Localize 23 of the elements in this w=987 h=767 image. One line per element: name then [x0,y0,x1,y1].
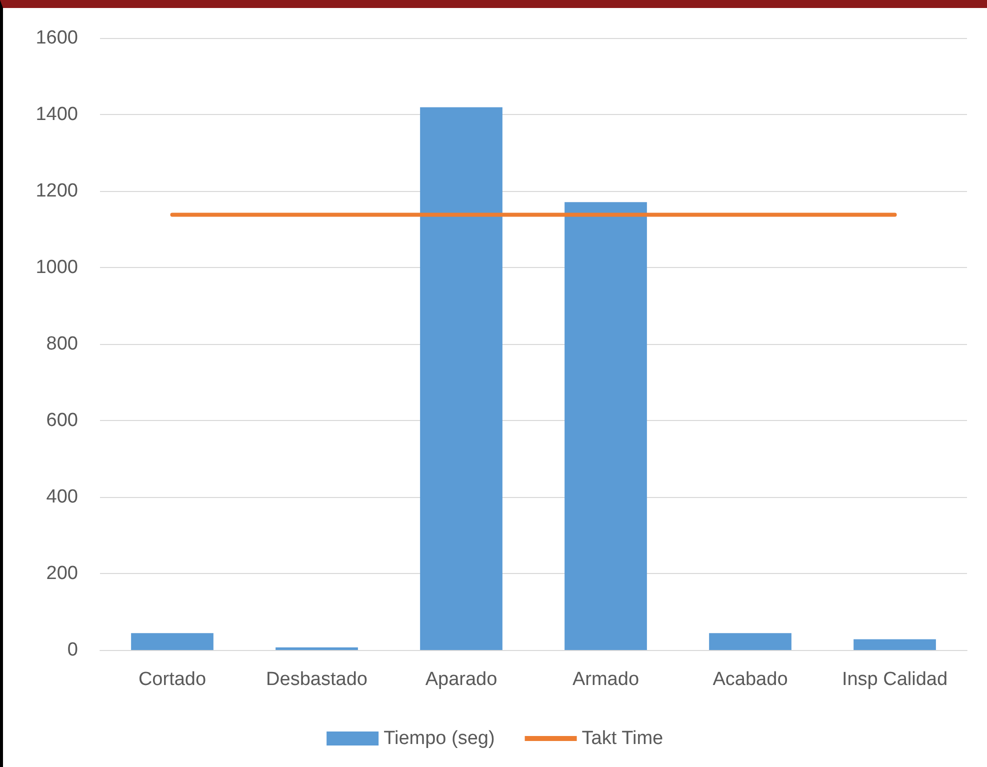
bar [131,633,214,650]
y-tick-label: 800 [46,334,78,354]
bar [276,647,358,650]
x-tick-label: Cortado [138,669,206,690]
bar [420,107,502,650]
bar [564,202,647,650]
legend-label: Takt Time [582,728,664,749]
legend-label: Tiempo (seg) [384,728,495,749]
y-tick-label: 1400 [36,104,78,125]
y-tick-label: 0 [67,640,78,660]
x-tick-label: Acabado [712,669,788,690]
bar [709,633,792,650]
y-tick-label: 1000 [36,257,78,278]
y-tick-label: 600 [46,410,78,431]
x-tick-label: Insp Calidad [842,669,948,690]
y-tick-label: 1600 [36,28,78,48]
y-tick-label: 200 [46,563,78,584]
x-tick-label: Aparado [425,669,498,690]
y-tick-label: 1200 [36,180,78,202]
x-tick-label: Desbastado [266,669,368,690]
bar [854,639,936,650]
y-tick-label: 400 [46,486,78,508]
x-tick-label: Armado [572,669,640,690]
